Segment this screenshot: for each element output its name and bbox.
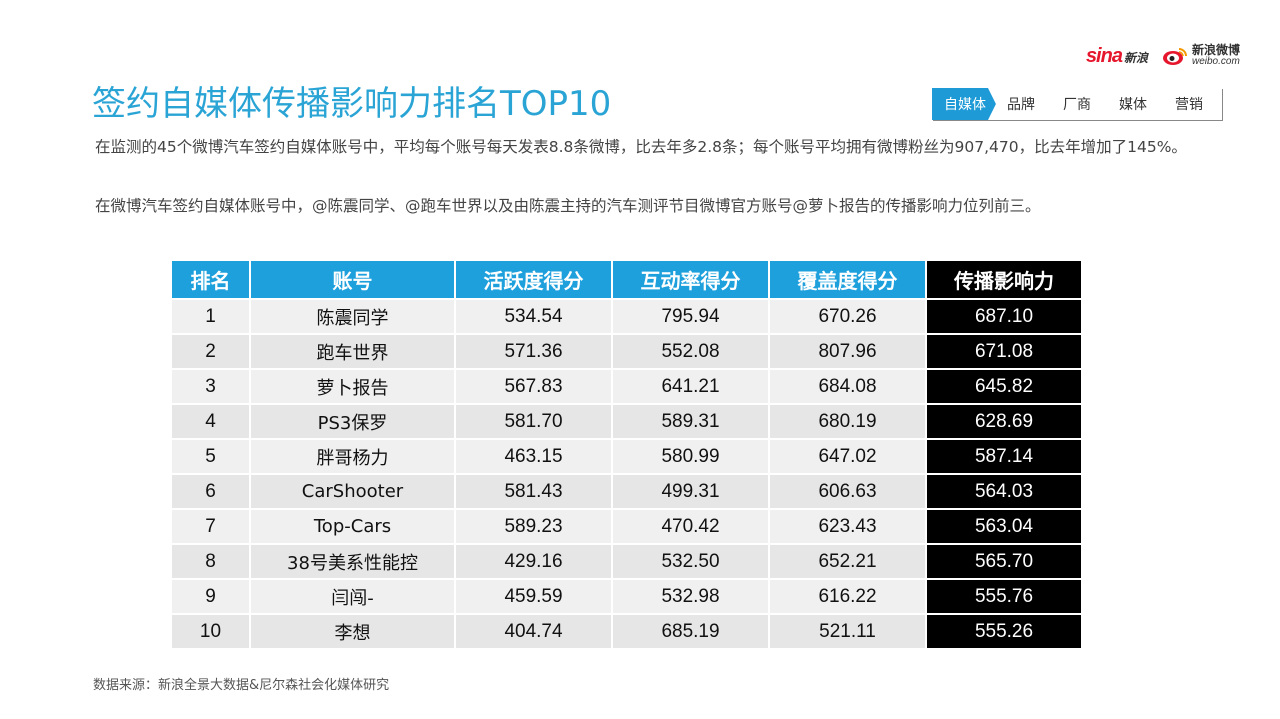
table-row: 3 萝卜报告 567.83 641.21 684.08 645.82	[170, 368, 1083, 405]
activity-score-cell: 581.43	[454, 473, 613, 510]
header-rank: 排名	[170, 259, 251, 300]
table-row: 8 38号美系性能控 429.16 532.50 652.21 565.70	[170, 543, 1083, 580]
account-cell: CarShooter	[249, 473, 456, 510]
activity-score-cell: 581.70	[454, 403, 613, 440]
rank-cell: 5	[170, 438, 251, 475]
weibo-logo-en: weibo.com	[1191, 56, 1240, 67]
impact-score-cell: 587.14	[925, 438, 1083, 475]
weibo-eye-icon	[1162, 48, 1187, 65]
impact-score-cell: 671.08	[925, 333, 1083, 370]
summary-paragraph-1: 在监测的45个微博汽车签约自媒体账号中，平均每个账号每天发表8.8条微博，比去年…	[95, 138, 1187, 156]
table-row: 2 跑车世界 571.36 552.08 807.96 671.08	[170, 333, 1083, 370]
table-row: 7 Top-Cars 589.23 470.42 623.43 563.04	[170, 508, 1083, 545]
tab-brand[interactable]: 品牌	[988, 88, 1054, 120]
summary-paragraph-2: 在微博汽车签约自媒体账号中，@陈震同学、@跑车世界以及由陈震主持的汽车测评节目微…	[95, 197, 1041, 215]
coverage-score-cell: 623.43	[768, 508, 927, 545]
sina-logo: sina 新浪	[1086, 45, 1148, 68]
ranking-table: 排名 账号 活跃度得分 互动率得分 覆盖度得分 传播影响力 1 陈震同学 534.5…	[170, 259, 1083, 650]
impact-score-cell: 628.69	[925, 403, 1083, 440]
activity-score-cell: 463.15	[454, 438, 613, 475]
account-cell: Top-Cars	[249, 508, 456, 545]
impact-score-cell: 555.26	[925, 613, 1083, 650]
impact-score-cell: 564.03	[925, 473, 1083, 510]
rank-cell: 4	[170, 403, 251, 440]
account-cell: 胖哥杨力	[249, 438, 456, 475]
impact-score-cell: 563.04	[925, 508, 1083, 545]
activity-score-cell: 571.36	[454, 333, 613, 370]
rank-cell: 8	[170, 543, 251, 580]
rank-cell: 3	[170, 368, 251, 405]
table-row: 10 李想 404.74 685.19 521.11 555.26	[170, 613, 1083, 650]
activity-score-cell: 404.74	[454, 613, 613, 650]
header-account: 账号	[249, 259, 456, 300]
rank-cell: 6	[170, 473, 251, 510]
interaction-score-cell: 499.31	[611, 473, 770, 510]
impact-score-cell: 645.82	[925, 368, 1083, 405]
activity-score-cell: 459.59	[454, 578, 613, 615]
interaction-score-cell: 795.94	[611, 298, 770, 335]
impact-score-cell: 687.10	[925, 298, 1083, 335]
coverage-score-cell: 647.02	[768, 438, 927, 475]
tab-marketing[interactable]: 营销	[1156, 88, 1222, 120]
coverage-score-cell: 652.21	[768, 543, 927, 580]
rank-cell: 1	[170, 298, 251, 335]
account-cell: 陈震同学	[249, 298, 456, 335]
impact-score-cell: 555.76	[925, 578, 1083, 615]
account-cell: 38号美系性能控	[249, 543, 456, 580]
account-cell: 李想	[249, 613, 456, 650]
account-cell: 跑车世界	[249, 333, 456, 370]
tab-manufacturer[interactable]: 厂商	[1044, 88, 1110, 120]
header-impact: 传播影响力	[925, 259, 1083, 300]
header-interaction: 互动率得分	[611, 259, 770, 300]
activity-score-cell: 534.54	[454, 298, 613, 335]
header-activity: 活跃度得分	[454, 259, 613, 300]
table-row: 1 陈震同学 534.54 795.94 670.26 687.10	[170, 298, 1083, 335]
weibo-logo: 新浪微博 weibo.com	[1162, 43, 1240, 67]
rank-cell: 2	[170, 333, 251, 370]
table-row: 4 PS3保罗 581.70 589.31 680.19 628.69	[170, 403, 1083, 440]
table-row: 9 闫闯- 459.59 532.98 616.22 555.76	[170, 578, 1083, 615]
coverage-score-cell: 616.22	[768, 578, 927, 615]
table-row: 5 胖哥杨力 463.15 580.99 647.02 587.14	[170, 438, 1083, 475]
tab-media[interactable]: 媒体	[1100, 88, 1166, 120]
weibo-logo-cn: 新浪微博	[1191, 43, 1240, 57]
interaction-score-cell: 532.50	[611, 543, 770, 580]
tab-self-media[interactable]: 自媒体	[932, 88, 998, 120]
sina-logo-word: sina	[1085, 44, 1123, 67]
account-cell: 萝卜报告	[249, 368, 456, 405]
activity-score-cell: 429.16	[454, 543, 613, 580]
rank-cell: 7	[170, 508, 251, 545]
coverage-score-cell: 670.26	[768, 298, 927, 335]
interaction-score-cell: 641.21	[611, 368, 770, 405]
page-title: 签约自媒体传播影响力排名TOP10	[92, 84, 612, 124]
coverage-score-cell: 684.08	[768, 368, 927, 405]
interaction-score-cell: 470.42	[611, 508, 770, 545]
data-source-note: 数据来源：新浪全景大数据&尼尔森社会化媒体研究	[93, 678, 390, 693]
coverage-score-cell: 521.11	[768, 613, 927, 650]
brand-logos: sina 新浪 新浪微博 weibo.com	[1086, 40, 1240, 72]
coverage-score-cell: 807.96	[768, 333, 927, 370]
coverage-score-cell: 606.63	[768, 473, 927, 510]
sina-logo-cn: 新浪	[1123, 50, 1148, 65]
category-nav: 自媒体 品牌 厂商 媒体 营销	[932, 88, 1222, 120]
interaction-score-cell: 532.98	[611, 578, 770, 615]
interaction-score-cell: 552.08	[611, 333, 770, 370]
account-cell: PS3保罗	[249, 403, 456, 440]
interaction-score-cell: 580.99	[611, 438, 770, 475]
rank-cell: 9	[170, 578, 251, 615]
interaction-score-cell: 685.19	[611, 613, 770, 650]
rank-cell: 10	[170, 613, 251, 650]
activity-score-cell: 589.23	[454, 508, 613, 545]
impact-score-cell: 565.70	[925, 543, 1083, 580]
table-header-row: 排名 账号 活跃度得分 互动率得分 覆盖度得分 传播影响力	[170, 259, 1083, 300]
account-cell: 闫闯-	[249, 578, 456, 615]
table-row: 6 CarShooter 581.43 499.31 606.63 564.03	[170, 473, 1083, 510]
header-coverage: 覆盖度得分	[768, 259, 927, 300]
activity-score-cell: 567.83	[454, 368, 613, 405]
coverage-score-cell: 680.19	[768, 403, 927, 440]
interaction-score-cell: 589.31	[611, 403, 770, 440]
